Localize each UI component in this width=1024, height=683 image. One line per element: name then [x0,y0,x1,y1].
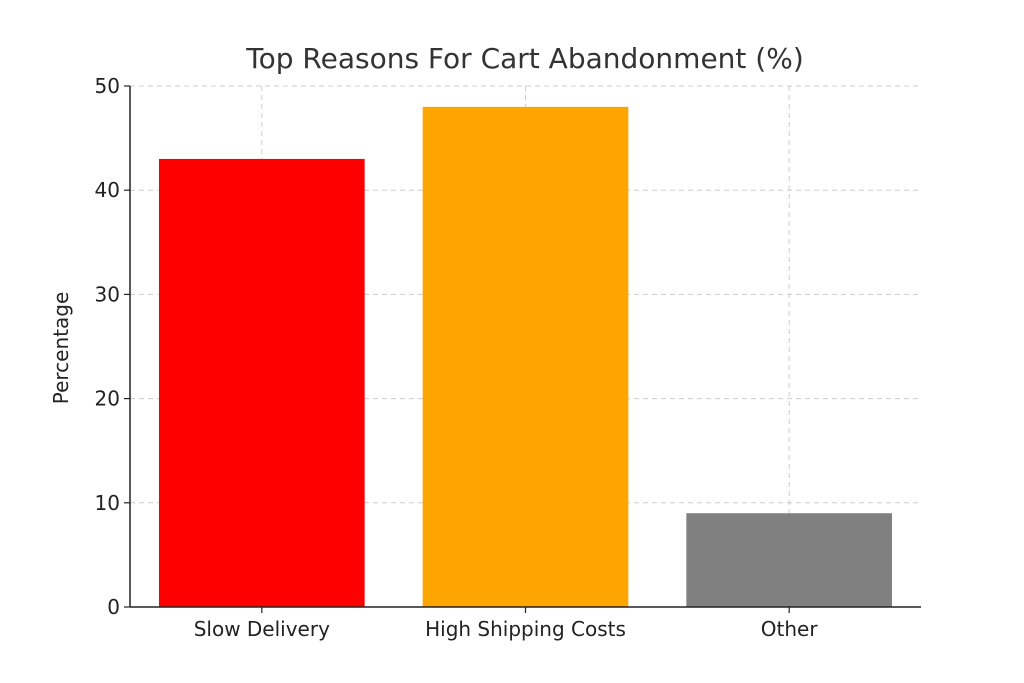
y-tick-label: 40 [95,178,120,202]
x-tick-label: Other [761,617,819,641]
x-tick-label: High Shipping Costs [425,617,626,641]
y-tick-label: 30 [95,282,120,306]
x-tick-label: Slow Delivery [194,617,330,641]
bar-slow-delivery [159,158,365,607]
y-axis-label: Percentage [49,292,73,405]
bar-high-shipping-costs [422,106,629,607]
bar-other [686,513,892,607]
y-tick-label: 0 [107,595,120,619]
y-tick-label: 10 [95,491,120,515]
bars [159,106,892,607]
axes: 0 10 20 30 40 50 Slow Delivery High Shipping Co… [95,74,921,641]
chart-title: Top Reasons For Cart Abandonment (%) [245,42,804,75]
y-tick-label: 20 [95,387,120,411]
y-tick-label: 50 [95,74,120,98]
